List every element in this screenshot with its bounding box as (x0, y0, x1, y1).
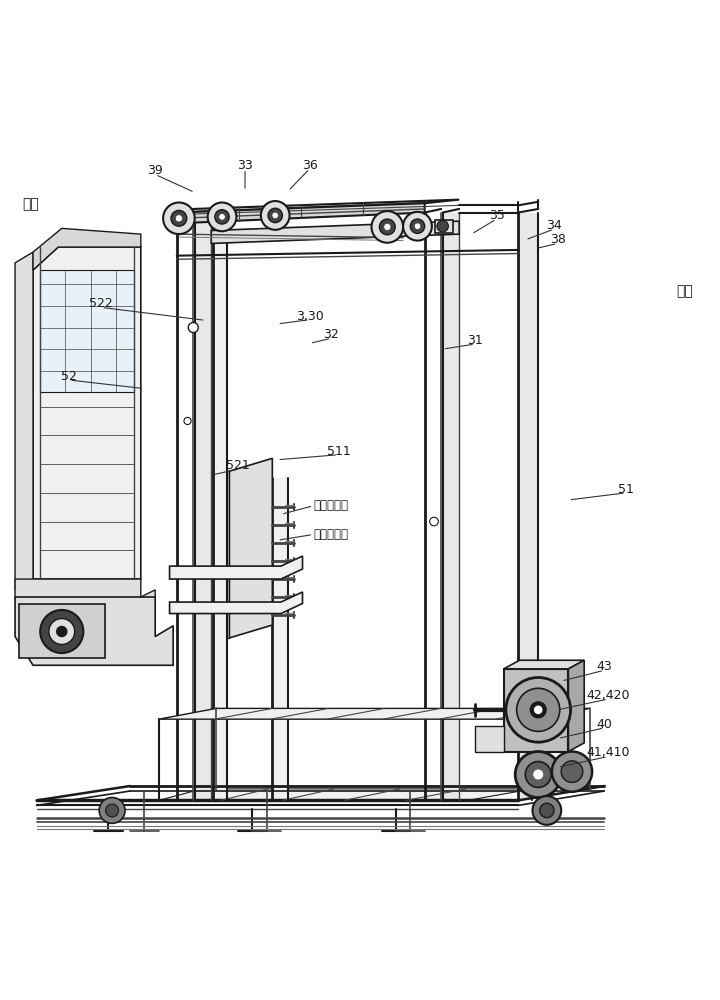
Text: 右侧: 右侧 (676, 285, 693, 299)
Circle shape (215, 210, 229, 224)
Polygon shape (40, 270, 134, 392)
Bar (475, 726, 504, 752)
Circle shape (384, 223, 391, 230)
Text: 第二升降台: 第二升降台 (313, 499, 348, 512)
Text: 40: 40 (596, 718, 612, 731)
Circle shape (372, 211, 403, 243)
Circle shape (437, 220, 449, 232)
Circle shape (261, 201, 289, 230)
Text: 42,420: 42,420 (586, 689, 630, 702)
Circle shape (530, 701, 546, 718)
Circle shape (533, 796, 561, 825)
Circle shape (526, 762, 551, 787)
Polygon shape (227, 471, 229, 638)
Circle shape (106, 804, 119, 817)
Text: 38: 38 (549, 233, 565, 246)
Circle shape (272, 212, 279, 219)
Text: 33: 33 (237, 159, 253, 172)
Text: 43: 43 (596, 660, 612, 673)
Bar (19, 604, 105, 658)
Text: 52: 52 (61, 370, 77, 383)
Circle shape (268, 208, 282, 223)
Polygon shape (15, 597, 174, 665)
Text: 41,410: 41,410 (586, 746, 630, 759)
Circle shape (540, 803, 554, 818)
Circle shape (403, 212, 432, 241)
Circle shape (188, 323, 198, 333)
Circle shape (506, 677, 570, 742)
Polygon shape (504, 660, 584, 669)
Polygon shape (33, 228, 141, 270)
Text: 第一升降台: 第一升降台 (313, 528, 348, 541)
Circle shape (552, 752, 592, 792)
Polygon shape (170, 556, 302, 579)
Circle shape (219, 214, 225, 220)
Circle shape (40, 610, 84, 653)
Text: 39: 39 (148, 164, 163, 177)
Polygon shape (194, 213, 211, 800)
Circle shape (517, 688, 559, 731)
Bar (504, 669, 568, 752)
Text: 51: 51 (618, 483, 634, 496)
Text: 522: 522 (89, 297, 113, 310)
Text: 34: 34 (546, 219, 562, 232)
Circle shape (379, 219, 395, 235)
Circle shape (49, 619, 75, 644)
Text: 36: 36 (302, 159, 318, 172)
Circle shape (534, 706, 543, 714)
Circle shape (56, 626, 68, 637)
Text: 31: 31 (467, 334, 483, 347)
Polygon shape (272, 478, 288, 800)
Circle shape (171, 210, 186, 226)
Circle shape (534, 769, 544, 780)
Circle shape (99, 798, 125, 823)
Polygon shape (33, 247, 141, 579)
Polygon shape (159, 789, 533, 800)
Text: 511: 511 (327, 445, 351, 458)
Circle shape (207, 202, 236, 231)
Text: 左侧: 左侧 (22, 197, 39, 211)
Polygon shape (518, 213, 539, 800)
Polygon shape (15, 252, 33, 590)
Circle shape (516, 752, 561, 798)
Text: 35: 35 (489, 209, 505, 222)
Polygon shape (568, 660, 584, 752)
Polygon shape (15, 579, 156, 608)
Text: 521: 521 (226, 459, 250, 472)
Circle shape (176, 215, 182, 222)
Circle shape (430, 517, 438, 526)
Polygon shape (170, 592, 302, 614)
Circle shape (410, 219, 425, 233)
Circle shape (414, 223, 420, 229)
Polygon shape (211, 221, 459, 243)
Polygon shape (159, 708, 590, 719)
Text: 32: 32 (323, 328, 339, 341)
Polygon shape (443, 213, 459, 800)
Polygon shape (176, 200, 459, 213)
Text: 3,30: 3,30 (296, 310, 323, 323)
Circle shape (163, 202, 194, 234)
Polygon shape (229, 458, 272, 638)
Circle shape (561, 761, 582, 782)
Circle shape (184, 417, 191, 425)
Bar (436, 220, 454, 233)
Polygon shape (176, 203, 425, 223)
Polygon shape (212, 220, 227, 800)
